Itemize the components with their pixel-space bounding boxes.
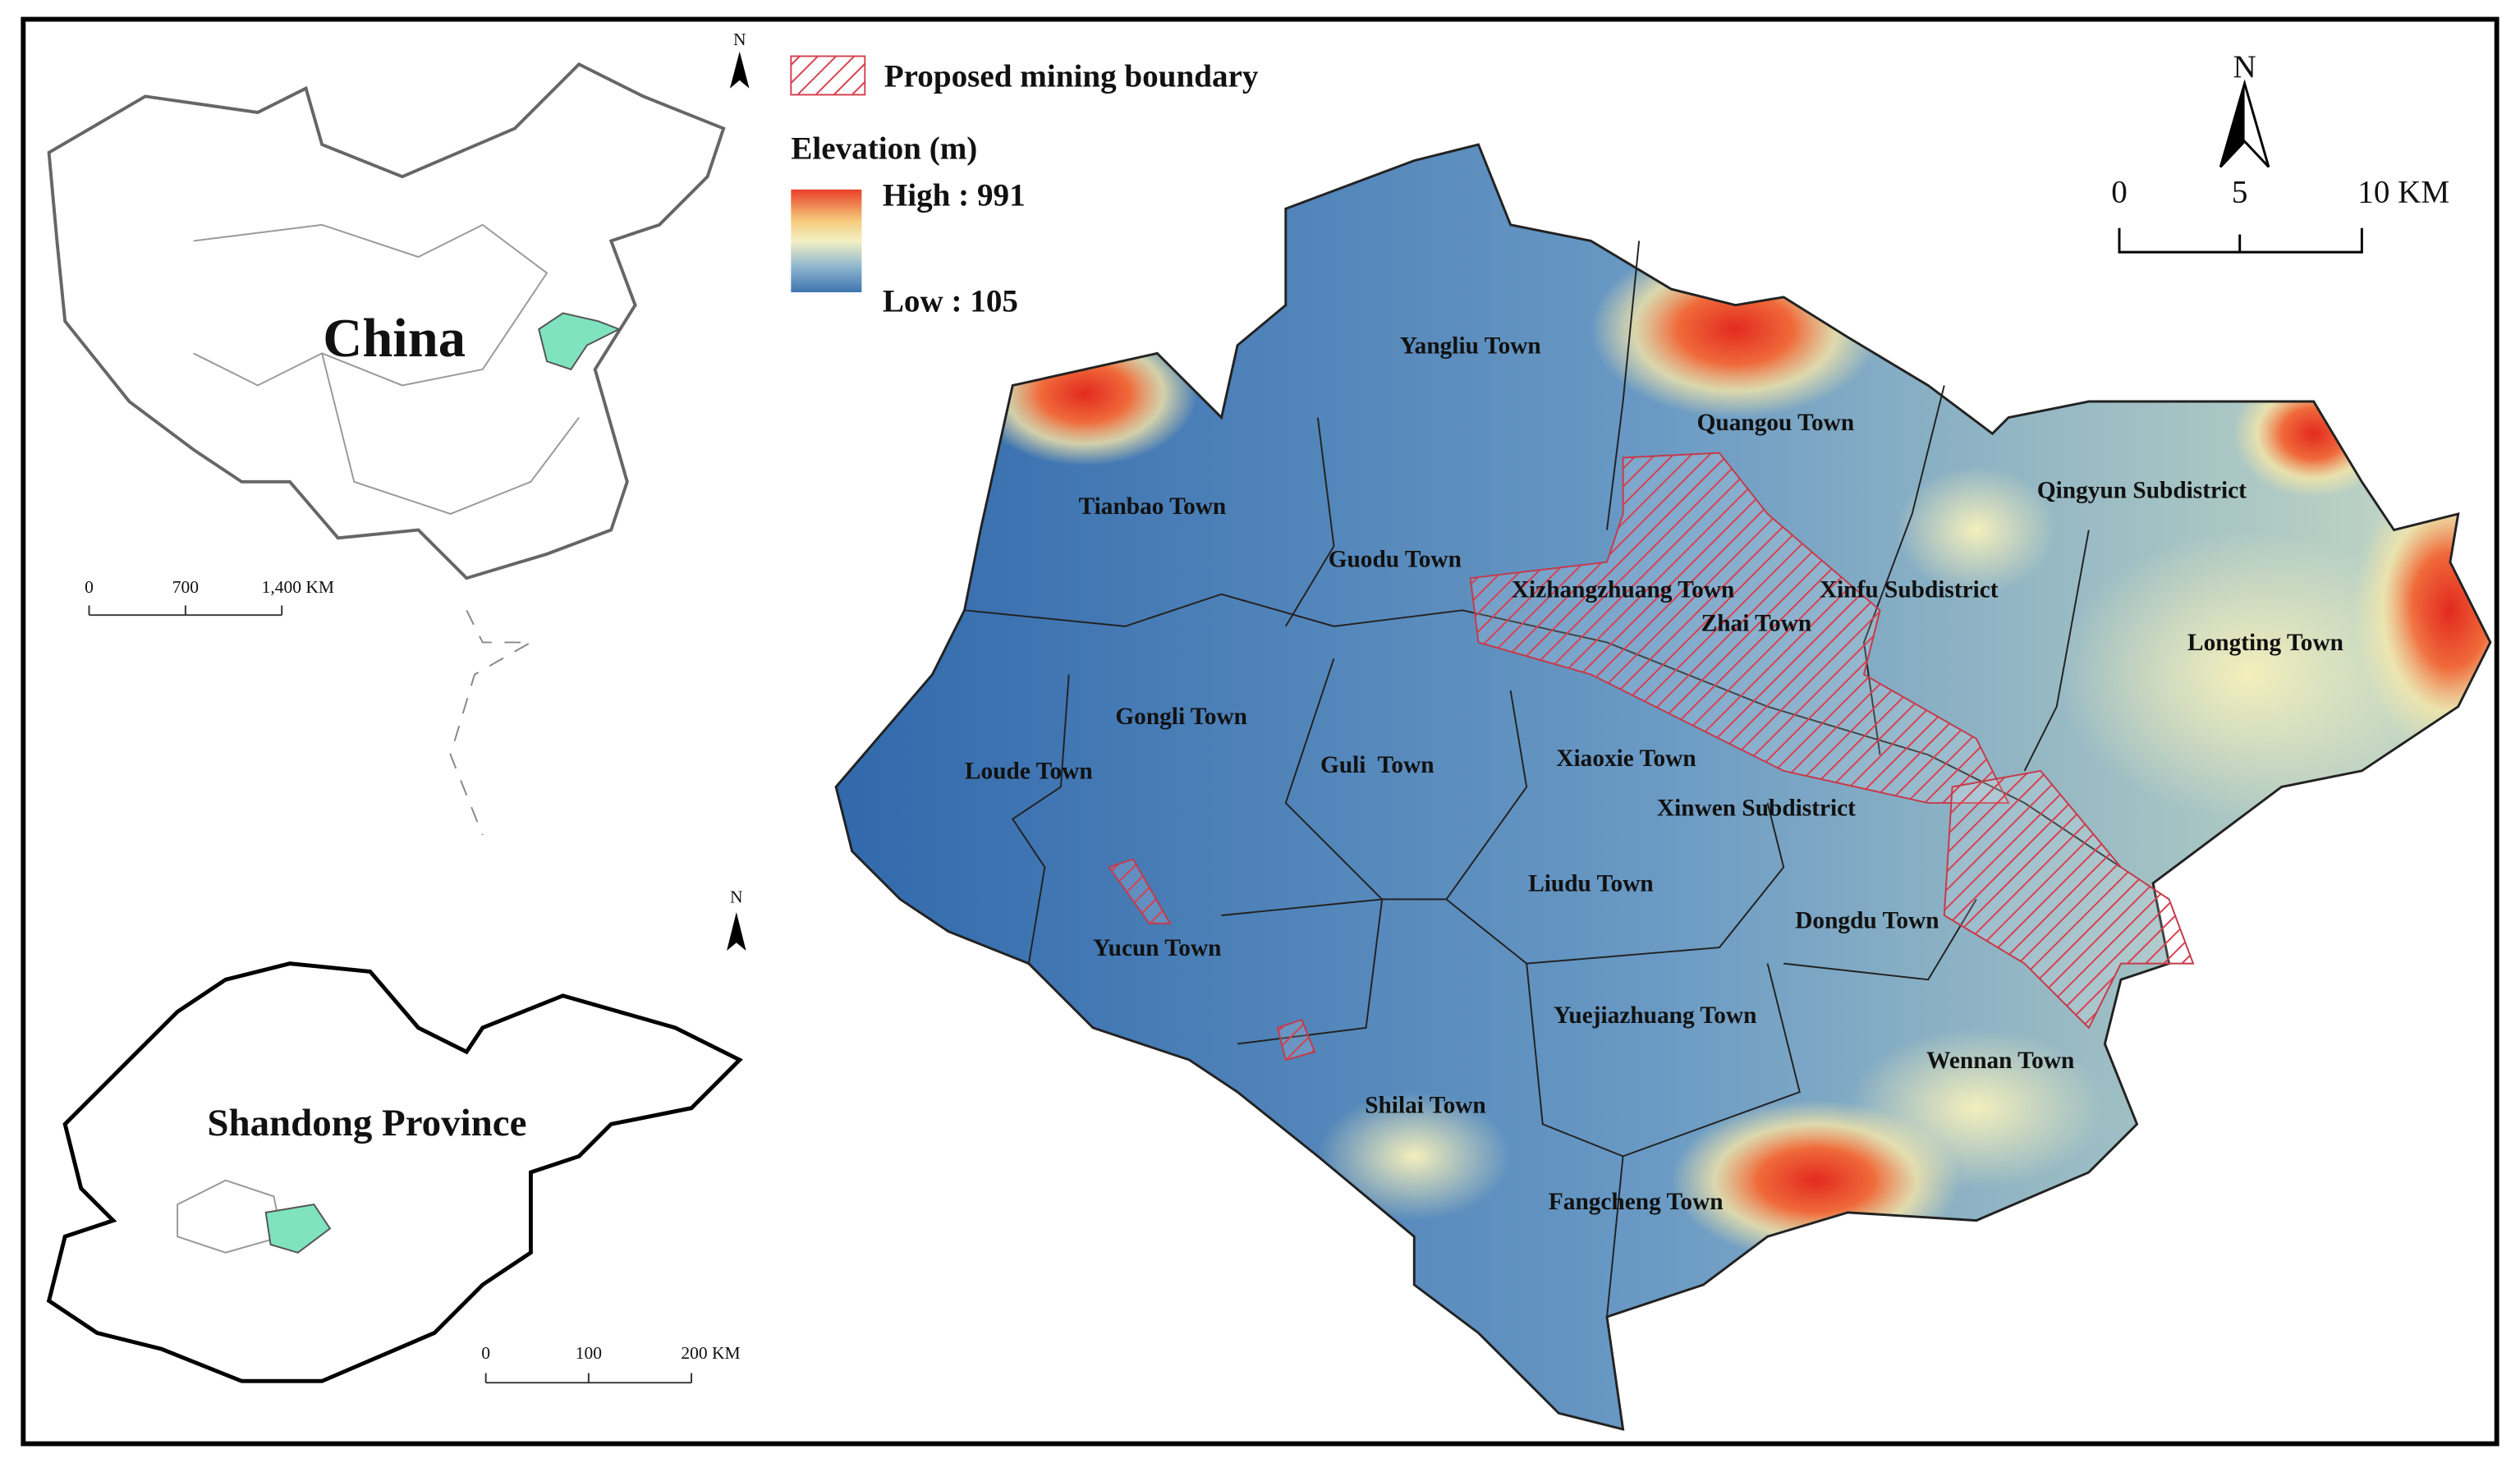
legend-low: Low : 105 — [883, 283, 1018, 319]
china-inset: China 0 700 1,400 KM N — [47, 30, 750, 836]
town-label: Guodu Town — [1329, 547, 1462, 573]
town-label: Fangcheng Town — [1549, 1189, 1724, 1215]
mining-boundary — [1108, 452, 2195, 1062]
elevation-ramp — [791, 189, 862, 293]
town-label: Guli Town — [1320, 752, 1434, 778]
legend-high: High : 991 — [883, 177, 1026, 213]
town-label: Gongli Town — [1115, 704, 1247, 730]
legend: Proposed mining boundary Elevation (m) H… — [790, 55, 1259, 319]
scale-label: 1,400 KM — [262, 577, 334, 597]
shandong-inset: Shandong Province 0 100 200 KM N — [46, 887, 746, 1384]
legend-title: Elevation (m) — [791, 131, 977, 167]
town-label: Xinwen Subdistrict — [1657, 796, 1856, 822]
town-label: Yuejiazhuang Town — [1554, 1002, 1757, 1029]
scale-label: 100 — [576, 1343, 602, 1363]
town-label: Yucun Town — [1093, 935, 1221, 961]
scale-label: 0 — [85, 577, 94, 597]
north-label: N — [730, 887, 743, 906]
scale-label: 0 — [481, 1343, 490, 1363]
inset-label: China — [323, 309, 466, 369]
town-label: Xiaoxie Town — [1556, 745, 1696, 772]
north-arrow — [727, 912, 746, 952]
scale-label: 200 KM — [681, 1343, 740, 1363]
town-label: Loude Town — [965, 759, 1093, 785]
town-label: Quangou Town — [1697, 410, 1855, 436]
north-arrow — [729, 51, 750, 89]
scale-label: 5 — [2232, 174, 2248, 209]
town-label: Yangliu Town — [1400, 332, 1541, 359]
legend-swatch — [790, 55, 866, 96]
town-label: Qingyun Subdistrict — [2037, 477, 2247, 503]
inset-label: Shandong Province — [207, 1102, 526, 1144]
town-label: Wennan Town — [1926, 1048, 2074, 1074]
town-label: Longting Town — [2187, 630, 2343, 656]
town-label: Xinfu Subdistrict — [1820, 577, 1999, 603]
town-label: Dongdu Town — [1795, 908, 1939, 934]
north-label: N — [2233, 49, 2256, 85]
north-label: N — [733, 30, 746, 49]
scale-label: 10 KM — [2357, 174, 2449, 209]
town-label: Shilai Town — [1365, 1093, 1486, 1119]
town-label: Xizhangzhuang Town — [1512, 577, 1734, 603]
legend-label: Proposed mining boundary — [884, 59, 1259, 94]
scale-label: 0 — [2111, 174, 2128, 209]
town-label: Tianbao Town — [1079, 493, 1227, 520]
scale-label: 700 — [172, 577, 199, 597]
town-label: Zhai Town — [1701, 611, 1812, 637]
town-label: Liudu Town — [1528, 871, 1653, 897]
